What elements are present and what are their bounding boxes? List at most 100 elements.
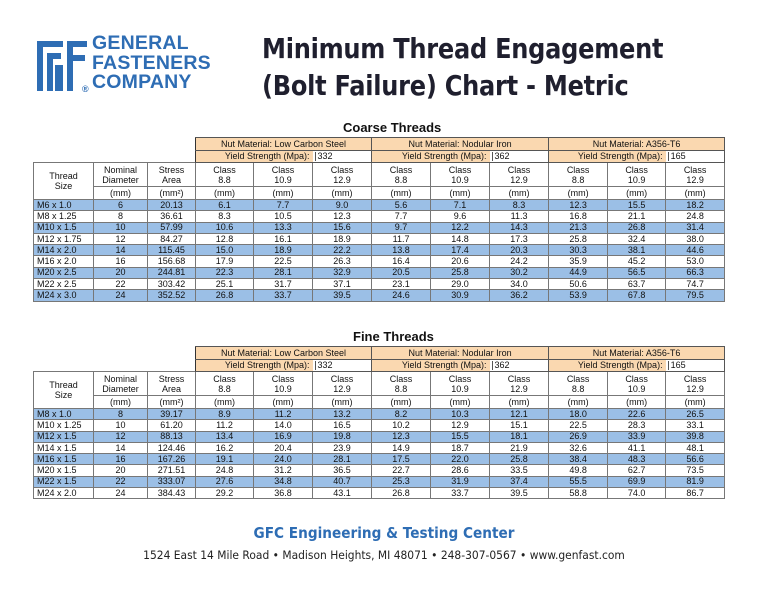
unit-label: (mm) <box>312 395 373 409</box>
engagement-length-cell: 15.5 <box>430 430 491 443</box>
engagement-length-cell: 28.1 <box>312 453 373 466</box>
table-row: M16 x 2.0 16 156.68 17.9 22.5 26.3 16.4 20.6 24.… <box>33 255 726 268</box>
table-row: M22 x 1.5 22 333.07 27.6 34.8 40.7 25.3 31.9 37.… <box>33 475 726 489</box>
nominal-diameter-cell: 16 <box>93 453 148 466</box>
nominal-diameter-cell: 12 <box>93 232 148 246</box>
engagement-length-cell: 26.9 <box>548 430 609 443</box>
engagement-length-cell: 31.2 <box>253 464 314 477</box>
engagement-length-cell: 17.5 <box>371 453 432 466</box>
engagement-length-cell: 36.2 <box>489 289 550 302</box>
nut-material-label: Nut Material: Nodular Iron <box>371 137 550 151</box>
engagement-length-cell: 36.8 <box>253 487 314 500</box>
engagement-length-cell: 15.1 <box>489 419 550 432</box>
engagement-length-cell: 41.1 <box>607 441 667 455</box>
engagement-length-cell: 16.9 <box>253 430 314 443</box>
engagement-length-cell: 6.1 <box>195 198 255 212</box>
stress-area-cell: 167.26 <box>146 453 197 466</box>
yield-strength-number: 165 <box>667 361 686 370</box>
class-header: Class 10.9 <box>430 371 491 396</box>
table-row: M6 x 1.0 6 20.13 6.1 7.7 9.0 5.6 7.1 8.3 12.3 15.5… <box>33 198 726 212</box>
yield-strength-number: 362 <box>491 152 510 161</box>
logo-line-2: FASTENERS <box>92 51 211 74</box>
engagement-length-cell: 33.1 <box>665 419 726 432</box>
yield-strength-label: Yield Strength (Mpa): <box>548 150 666 163</box>
unit-label: (mm) <box>430 186 491 200</box>
engagement-length-cell: 20.5 <box>371 266 432 280</box>
thread-size-cell: M24 x 3.0 <box>33 289 94 302</box>
engagement-length-cell: 39.8 <box>665 430 726 443</box>
engagement-length-cell: 22.5 <box>253 255 314 268</box>
yield-strength-row: Yield Strength (Mpa): 332 Yield Strength (… <box>34 359 726 372</box>
blank-cell <box>34 151 196 163</box>
engagement-length-cell: 15.6 <box>312 221 373 234</box>
thread-size-header: Thread Size <box>33 371 94 409</box>
table-row: M24 x 3.0 24 352.52 26.8 33.7 39.5 24.6 30.9 36.… <box>33 289 726 302</box>
unit-label: (mm²) <box>146 186 197 200</box>
footer-title: GFC Engineering & Testing Center <box>253 524 515 542</box>
nominal-diameter-cell: 8 <box>93 210 148 223</box>
yield-strength-label: Yield Strength (Mpa): <box>371 359 490 372</box>
engagement-length-cell: 74.0 <box>607 487 667 500</box>
engagement-length-cell: 20.4 <box>253 441 314 455</box>
nut-material-label: Nut Material: A356-T6 <box>548 346 726 360</box>
logo-wordmark: GENERAL FASTENERS COMPANY <box>92 33 211 93</box>
yield-strength-number: 362 <box>491 361 510 370</box>
stress-area-cell: 57.99 <box>146 221 197 234</box>
engagement-length-cell: 33.7 <box>253 289 314 302</box>
table-row: M22 x 2.5 22 303.42 25.1 31.7 37.1 23.1 29.0 34.… <box>33 278 726 291</box>
units-row: (mm) (mm²) (mm) (mm) (mm) (mm) (mm) (mm) (mm) (mm… <box>34 395 726 409</box>
unit-label: (mm) <box>489 186 550 200</box>
engagement-length-cell: 32.4 <box>607 232 667 246</box>
logo-line-3: COMPANY <box>92 71 192 93</box>
engagement-length-cell: 39.5 <box>312 289 373 302</box>
engagement-length-cell: 8.2 <box>371 407 432 421</box>
engagement-length-cell: 37.1 <box>312 278 373 291</box>
stress-area-header: Stress Area <box>146 162 197 187</box>
class-header: Class 10.9 <box>253 162 314 187</box>
engagement-length-cell: 16.2 <box>195 441 255 455</box>
engagement-length-cell: 21.3 <box>548 221 609 234</box>
engagement-length-cell: 69.9 <box>607 475 667 489</box>
nominal-diameter-cell: 20 <box>93 266 148 280</box>
engagement-length-cell: 33.7 <box>430 487 491 500</box>
table-row: M8 x 1.0 8 39.17 8.9 11.2 13.2 8.2 10.3 12.1 18.0… <box>33 407 726 421</box>
engagement-length-cell: 11.2 <box>195 419 255 432</box>
yield-strength-row: Yield Strength (Mpa): 332 Yield Strength (… <box>34 150 726 163</box>
engagement-length-cell: 8.9 <box>195 407 255 421</box>
fine-threads-title: Fine Threads <box>353 329 434 344</box>
registered-mark: ® <box>82 84 89 94</box>
engagement-length-cell: 48.3 <box>607 453 667 466</box>
engagement-length-cell: 81.9 <box>665 475 726 489</box>
engagement-length-cell: 12.1 <box>489 407 550 421</box>
engagement-length-cell: 39.5 <box>489 487 550 500</box>
engagement-length-cell: 19.1 <box>195 453 255 466</box>
class-header: Class 8.8 <box>371 371 432 396</box>
engagement-length-cell: 40.7 <box>312 475 373 489</box>
engagement-length-cell: 7.1 <box>430 198 491 212</box>
engagement-length-cell: 10.2 <box>371 419 432 432</box>
engagement-length-cell: 5.6 <box>371 198 432 212</box>
class-header: Class 8.8 <box>371 162 432 187</box>
stress-area-cell: 384.43 <box>146 487 197 500</box>
stress-area-header: Stress Area <box>146 371 197 396</box>
engagement-length-cell: 62.7 <box>607 464 667 477</box>
engagement-length-cell: 25.1 <box>195 278 255 291</box>
engagement-length-cell: 26.5 <box>665 407 726 421</box>
thread-size-cell: M8 x 1.0 <box>33 407 94 421</box>
engagement-length-cell: 28.1 <box>253 266 314 280</box>
engagement-length-cell: 29.0 <box>430 278 491 291</box>
engagement-length-cell: 7.7 <box>371 210 432 223</box>
nominal-diameter-cell: 24 <box>93 289 148 302</box>
class-header: Class 8.8 <box>548 162 609 187</box>
engagement-length-cell: 13.8 <box>371 244 432 257</box>
stress-area-cell: 88.13 <box>146 430 197 443</box>
engagement-length-cell: 79.5 <box>665 289 726 302</box>
yield-strength-label: Yield Strength (Mpa): <box>548 359 666 372</box>
engagement-length-cell: 10.3 <box>430 407 491 421</box>
engagement-length-cell: 50.6 <box>548 278 609 291</box>
engagement-length-cell: 14.8 <box>430 232 491 246</box>
class-header: Class 12.9 <box>312 162 373 187</box>
engagement-length-cell: 22.7 <box>371 464 432 477</box>
engagement-length-cell: 29.2 <box>195 487 255 500</box>
thread-size-cell: M10 x 1.5 <box>33 221 94 234</box>
